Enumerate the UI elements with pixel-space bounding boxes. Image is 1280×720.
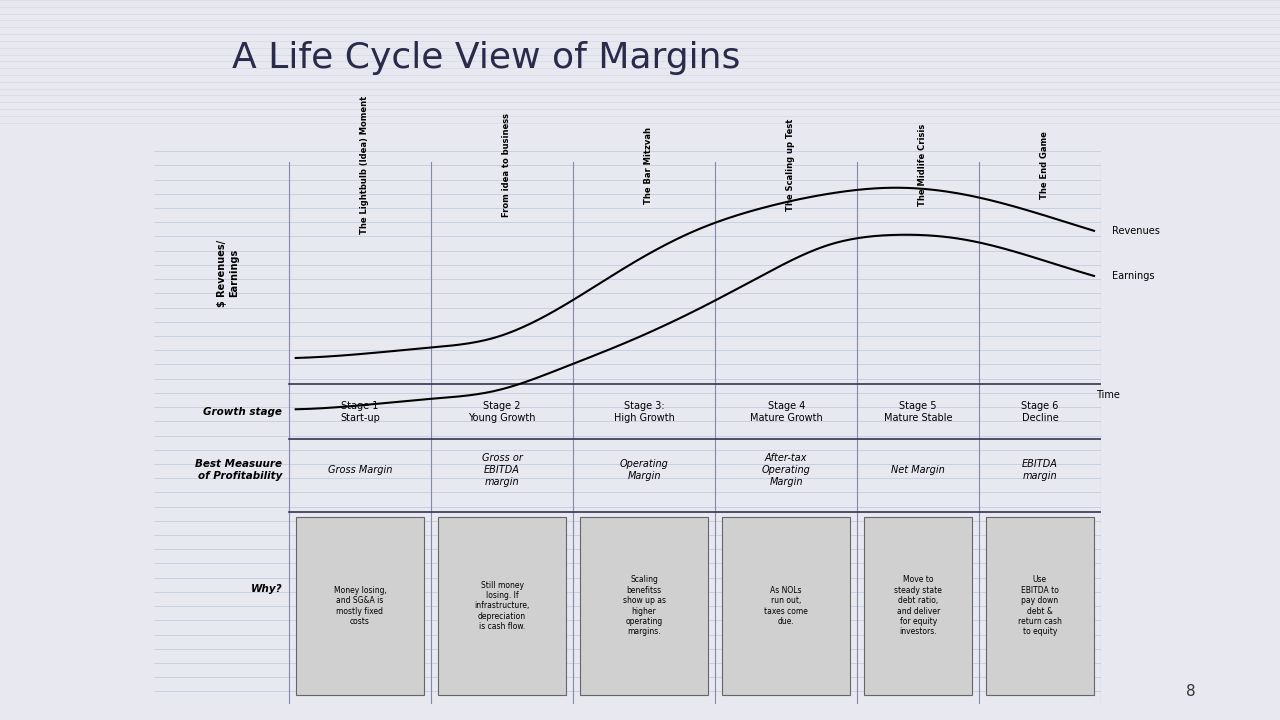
FancyBboxPatch shape [438, 517, 566, 695]
Text: After-tax
Operating
Margin: After-tax Operating Margin [762, 454, 810, 487]
Text: Earnings: Earnings [1111, 271, 1155, 281]
Text: Net Margin: Net Margin [891, 465, 945, 475]
FancyBboxPatch shape [296, 517, 424, 695]
Text: Scaling
benefitss
show up as
higher
operating
margins.: Scaling benefitss show up as higher oper… [622, 575, 666, 636]
Text: Time: Time [1096, 390, 1120, 400]
Text: Operating
Margin: Operating Margin [620, 459, 668, 481]
Text: Gross or
EBITDA
margin: Gross or EBITDA margin [481, 454, 522, 487]
Text: The Scaling up Test: The Scaling up Test [786, 119, 795, 211]
Text: Move to
steady state
debt ratio,
and deliver
for equity
investors.: Move to steady state debt ratio, and del… [895, 575, 942, 636]
Text: The Bar Mitzvah: The Bar Mitzvah [644, 127, 653, 204]
Text: Stage 4
Mature Growth: Stage 4 Mature Growth [750, 401, 823, 423]
Text: Use
EBITDA to
pay down
debt &
return cash
to equity: Use EBITDA to pay down debt & return cas… [1018, 575, 1062, 636]
Text: $ Revenues/
Earnings: $ Revenues/ Earnings [218, 240, 239, 307]
Text: A Life Cycle View of Margins: A Life Cycle View of Margins [232, 41, 741, 76]
Text: Growth stage: Growth stage [204, 407, 282, 417]
Text: The Midlife Crisis: The Midlife Crisis [918, 124, 927, 206]
Text: Stage 1
Start-up: Stage 1 Start-up [340, 401, 380, 423]
FancyBboxPatch shape [986, 517, 1094, 695]
Text: EBITDA
margin: EBITDA margin [1021, 459, 1057, 481]
FancyBboxPatch shape [580, 517, 708, 695]
Text: Stage 5
Mature Stable: Stage 5 Mature Stable [884, 401, 952, 423]
Text: The Lightbulb (Idea) Moment: The Lightbulb (Idea) Moment [360, 96, 369, 234]
Text: Revenues: Revenues [1111, 226, 1160, 236]
Text: Money losing,
and SG&A is
mostly fixed
costs: Money losing, and SG&A is mostly fixed c… [334, 585, 387, 626]
Text: Stage 6
Decline: Stage 6 Decline [1021, 401, 1059, 423]
Text: As NOLs
run out,
taxes come
due.: As NOLs run out, taxes come due. [764, 585, 808, 626]
FancyBboxPatch shape [864, 517, 973, 695]
Text: Best Measuure
of Profitability: Best Measuure of Profitability [195, 459, 282, 481]
Text: Stage 2
Young Growth: Stage 2 Young Growth [468, 401, 536, 423]
Text: Stage 3:
High Growth: Stage 3: High Growth [613, 401, 675, 423]
Text: From idea to business: From idea to business [502, 113, 511, 217]
Text: Why?: Why? [251, 584, 282, 594]
Text: Gross Margin: Gross Margin [328, 465, 392, 475]
Text: Still money
losing. If
infrastructure,
depreciation
is cash flow.: Still money losing. If infrastructure, d… [475, 580, 530, 631]
Text: The End Game: The End Game [1039, 131, 1048, 199]
FancyBboxPatch shape [722, 517, 850, 695]
Text: 8: 8 [1185, 684, 1196, 698]
